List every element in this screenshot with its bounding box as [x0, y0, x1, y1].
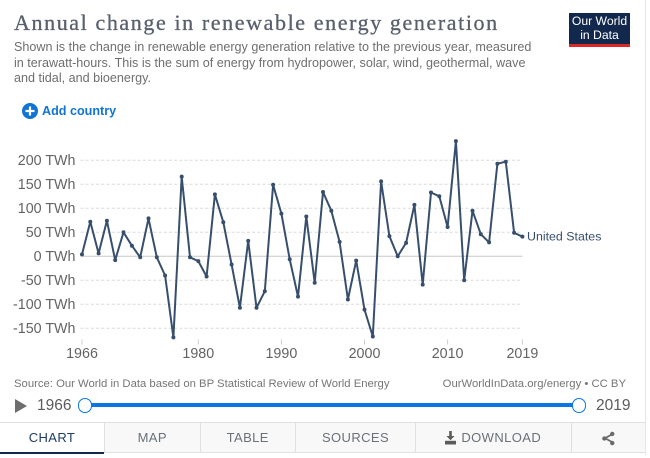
- svg-text:1990: 1990: [265, 346, 297, 362]
- svg-text:1980: 1980: [182, 346, 214, 362]
- svg-text:50 TWh: 50 TWh: [26, 225, 76, 241]
- svg-text:200 TWh: 200 TWh: [18, 153, 76, 169]
- svg-text:2019: 2019: [506, 346, 538, 362]
- svg-text:2010: 2010: [432, 346, 464, 362]
- svg-text:-150 TWh: -150 TWh: [13, 321, 76, 337]
- svg-text:1966: 1966: [66, 346, 98, 362]
- svg-text:United States: United States: [527, 230, 601, 244]
- svg-text:100 TWh: 100 TWh: [18, 201, 76, 217]
- svg-text:0 TWh: 0 TWh: [34, 249, 76, 265]
- svg-text:-50 TWh: -50 TWh: [21, 273, 76, 289]
- svg-text:150 TWh: 150 TWh: [18, 177, 76, 193]
- svg-text:-100 TWh: -100 TWh: [13, 297, 76, 313]
- svg-text:2000: 2000: [349, 346, 381, 362]
